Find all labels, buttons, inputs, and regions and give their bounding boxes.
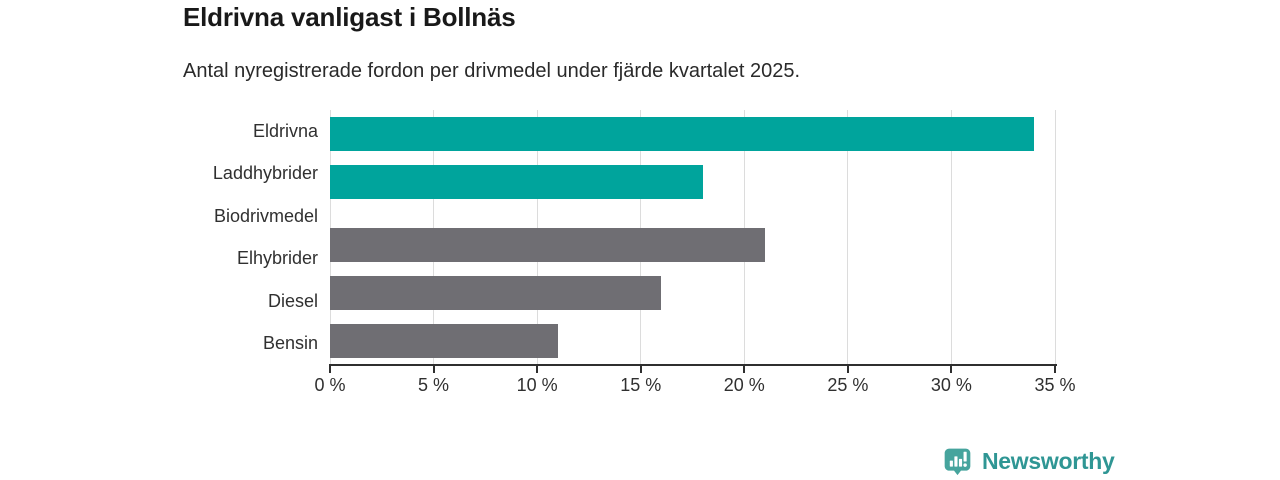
x-axis-tick-label: 20 % [723, 375, 765, 395]
gridline [950, 110, 952, 365]
chart-subtitle: Antal nyregistrerade fordon per drivmede… [183, 60, 801, 82]
newsworthy-icon [944, 448, 971, 476]
category-label: Elhybrider [236, 248, 318, 269]
x-axis-tick [1054, 366, 1056, 373]
bar-row [330, 158, 1055, 206]
bar-row [330, 269, 1055, 317]
category-label: Bensin [262, 333, 318, 354]
category-label: Biodrivmedel [213, 205, 318, 226]
x-axis-tick-label: 30 % [930, 375, 972, 395]
x-axis-tick [743, 366, 746, 373]
x-axis-tick-label: 10 % [516, 375, 558, 395]
x-axis-tick [639, 366, 642, 373]
bar-laddhybrider [330, 165, 703, 200]
bar-rows [330, 110, 1055, 365]
bar-bensin [330, 323, 558, 358]
x-axis-tick-label: 5 % [418, 375, 450, 395]
x-axis-tick [846, 366, 849, 373]
x-axis-tick [536, 366, 539, 373]
bar-row [330, 110, 1055, 158]
bar-row [330, 317, 1055, 365]
category-label: Laddhybrider [212, 163, 318, 184]
newsworthy-logo[interactable]: Newsworthy [941, 445, 1115, 478]
chart-title: Eldrivna vanligast i Bollnäs [183, 2, 516, 32]
x-axis-tick [329, 366, 331, 373]
bar-row [330, 206, 1055, 220]
x-axis-tick-label: 0 % [314, 375, 346, 395]
bar-elhybrider [330, 227, 765, 262]
plot-area [329, 110, 1056, 365]
bar-diesel [330, 275, 662, 310]
x-axis-tick [950, 366, 953, 373]
bar-eldrivna [330, 117, 1035, 152]
x-axis-line [329, 364, 1057, 366]
category-label: Diesel [267, 290, 318, 311]
gridline [1054, 110, 1056, 365]
bar-row [330, 221, 1055, 269]
x-axis-tick [432, 366, 435, 373]
category-label: Eldrivna [252, 120, 318, 141]
newsworthy-wordmark: Newsworthy [982, 448, 1115, 474]
y-axis-labels: Eldrivna Laddhybrider Biodrivmedel Elhybrid… [0, 110, 318, 365]
x-axis-tick-label: 35 % [1034, 375, 1076, 395]
x-axis-tick-label: 15 % [620, 375, 662, 395]
gridline [847, 110, 849, 365]
x-axis-tick-label: 25 % [827, 375, 869, 395]
